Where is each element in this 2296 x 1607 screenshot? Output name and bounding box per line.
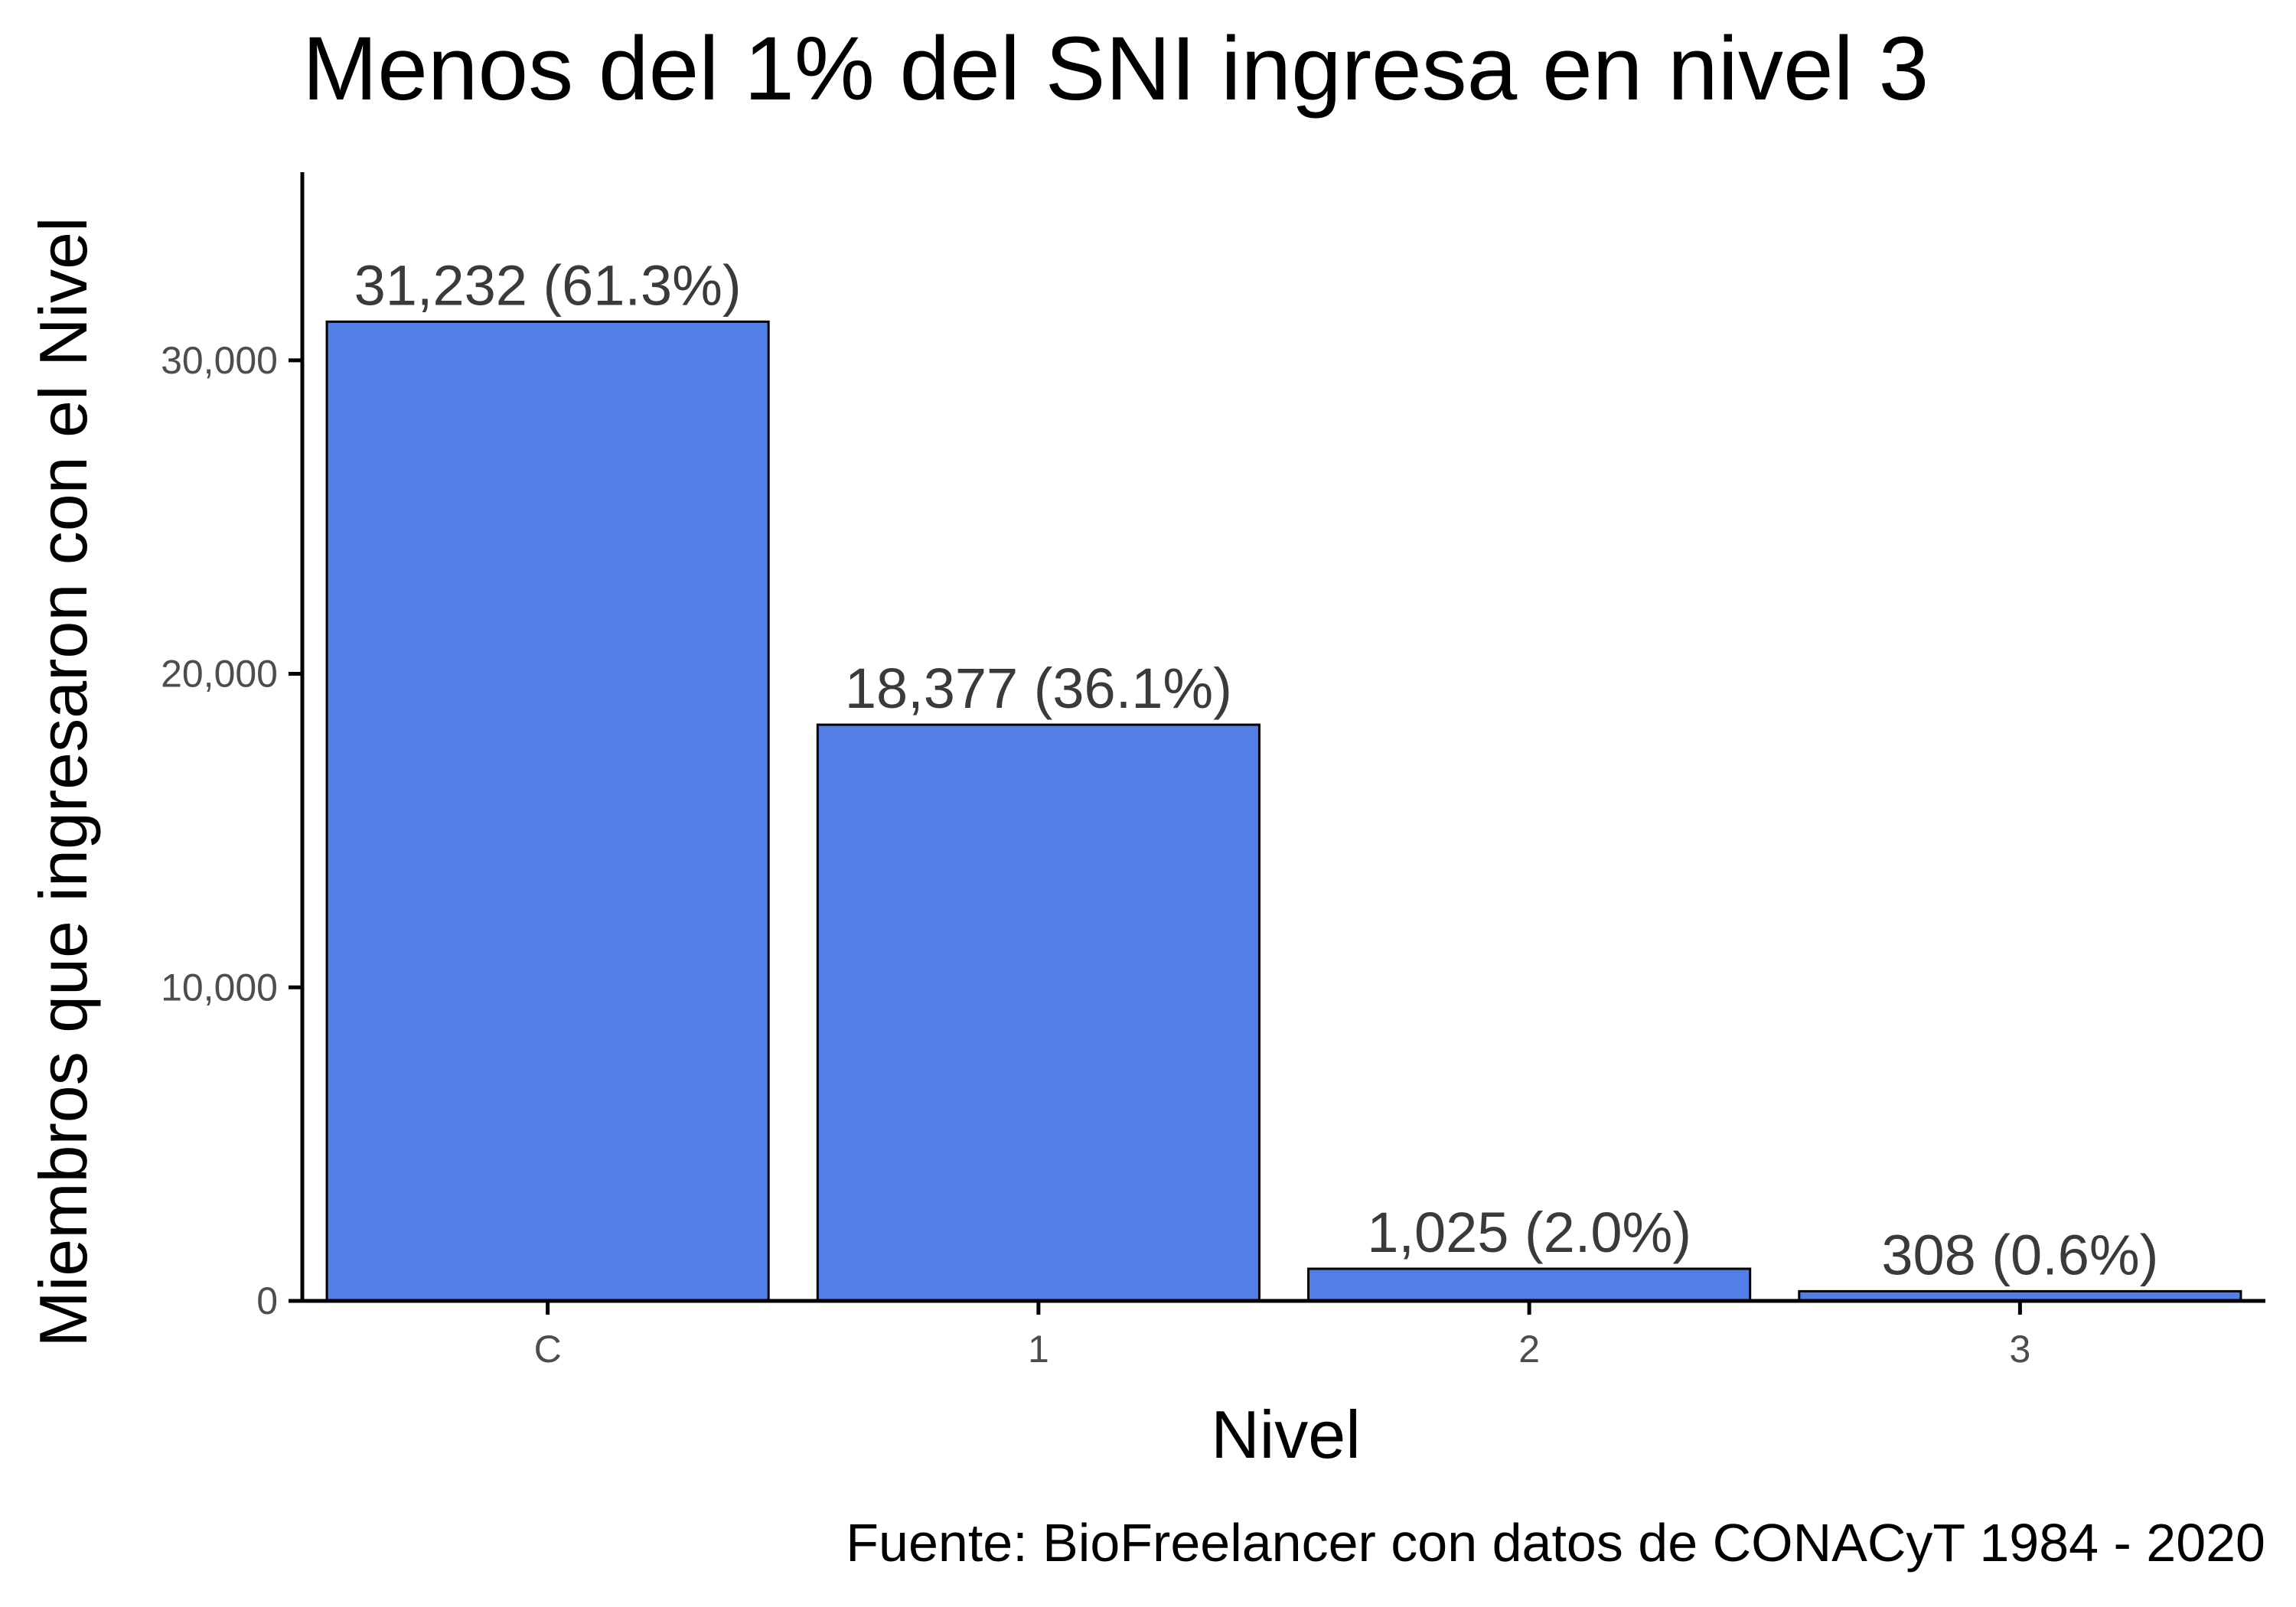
y-tick-label-3: 30,000 (161, 339, 278, 382)
x-tick-label-1: 1 (1028, 1328, 1049, 1371)
x-tick-label-C: C (534, 1328, 562, 1371)
data-label-C: 31,232 (61.3%) (354, 253, 742, 317)
bar-2 (1307, 1267, 1752, 1302)
chart-title: Menos del 1% del SNI ingresa en nivel 3 (302, 18, 1929, 119)
data-label-1: 18,377 (36.1%) (845, 657, 1232, 720)
plot-area: 31,232 (61.3%) C 18,377 (36.1%) 1 1,025 (2.0… (161, 172, 2265, 1371)
x-tick-label-3: 3 (2009, 1328, 2030, 1371)
bar-C (325, 320, 770, 1302)
y-axis-title: Miembros que ingresaron con el Nivel (25, 217, 101, 1347)
x-tick-label-2: 2 (1518, 1328, 1540, 1371)
y-tick-label-2: 20,000 (161, 653, 278, 696)
source-caption: Fuente: BioFreelancer con datos de CONAC… (846, 1513, 2265, 1573)
data-label-3: 308 (0.6%) (1881, 1223, 2158, 1286)
y-tick-label-0: 0 (256, 1279, 278, 1322)
x-axis-title: Nivel (1211, 1397, 1361, 1472)
data-label-2: 1,025 (2.0%) (1367, 1201, 1691, 1264)
y-tick-label-1: 10,000 (161, 966, 278, 1009)
bar-1 (816, 723, 1261, 1302)
